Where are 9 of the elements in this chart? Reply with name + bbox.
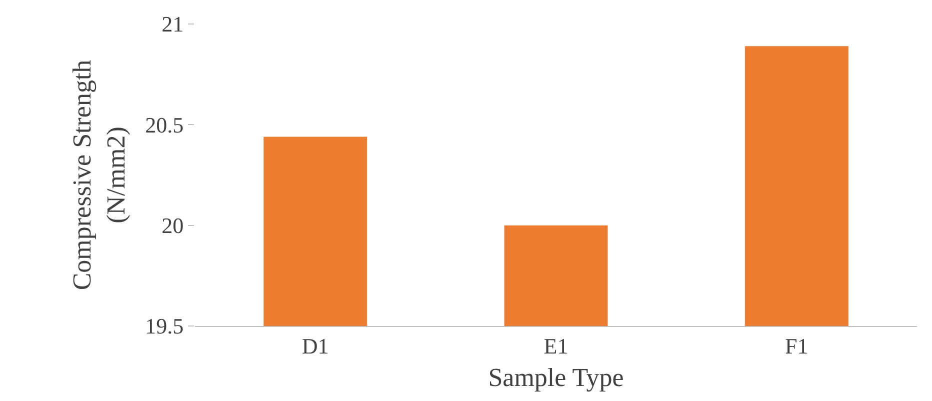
x-tick-label: D1 (302, 333, 329, 358)
y-tick-label: 19.5 (145, 314, 184, 339)
y-tick-label: 20.5 (145, 112, 184, 138)
x-tick-label: E1 (544, 333, 568, 358)
y-tick-label: 21 (162, 12, 184, 37)
x-tick-label: F1 (785, 333, 808, 358)
y-axis-title: Compressive Strength (N/mm2) (68, 60, 130, 290)
x-axis-title: Sample Type (488, 363, 624, 392)
y-tick-label: 20 (162, 213, 184, 238)
